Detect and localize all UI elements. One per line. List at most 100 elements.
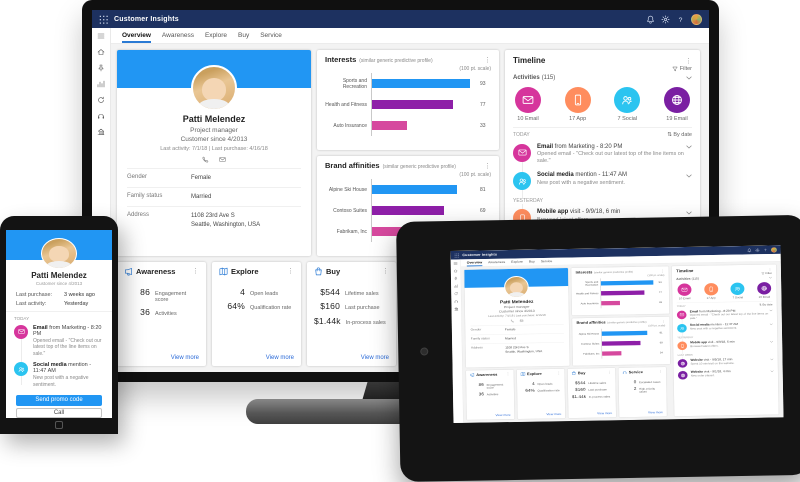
kebab-menu-icon[interactable]: ⋮	[192, 268, 199, 275]
call-button[interactable]: Call	[16, 407, 102, 418]
tab-overview[interactable]: Overview	[122, 28, 151, 43]
kebab-menu-icon[interactable]: ⋮	[658, 369, 663, 374]
chevron-down-icon[interactable]	[769, 277, 772, 279]
chevron-down-icon[interactable]	[770, 370, 774, 372]
filter-control[interactable]: Filter	[676, 272, 772, 277]
timeline-entry[interactable]: Email from Marketing - 8:20 PM Opened em…	[676, 307, 773, 322]
timeline-entry[interactable]: Email from Marketing - 8:20 PM Opened em…	[14, 322, 104, 360]
timeline-entry[interactable]: Email from Marketing - 8:20 PM Opened em…	[513, 140, 692, 169]
chevron-down-icon[interactable]	[686, 174, 692, 178]
tab-awareness[interactable]: Awareness	[488, 260, 506, 265]
chart-icon[interactable]	[97, 80, 105, 88]
bell-icon[interactable]	[747, 248, 752, 253]
waffle-icon[interactable]	[99, 15, 108, 24]
sort-by-date[interactable]: ⇅ By date	[759, 303, 773, 307]
user-avatar[interactable]	[691, 13, 702, 25]
filter-control[interactable]: Filter	[513, 66, 692, 72]
chart-icon[interactable]	[454, 284, 458, 288]
summary-social[interactable]: 7 Social	[730, 282, 745, 300]
metric-value: $1.44k	[571, 393, 587, 399]
tab-awareness[interactable]: Awareness	[161, 32, 194, 39]
timeline-entry[interactable]: LAST WEEK Website visit - 9/5/18, 17 min…	[677, 350, 774, 369]
summary-social[interactable]: 7 Social	[614, 87, 641, 122]
kebab-menu-icon[interactable]: ⋮	[660, 269, 665, 274]
megaphone-icon	[470, 373, 475, 377]
timeline-entry[interactable]: Website visit - 9/1/18, 4 min New order …	[677, 368, 774, 382]
brand-affinities-title: Brand affinities	[576, 320, 606, 325]
org-icon[interactable]	[454, 307, 459, 311]
kebab-menu-icon[interactable]: ⋮	[287, 268, 294, 275]
help-icon[interactable]: ?	[763, 248, 768, 252]
kebab-menu-icon[interactable]: ⋮	[382, 268, 389, 275]
email-icon[interactable]	[219, 156, 226, 163]
tab-explore[interactable]: Explore	[204, 32, 228, 39]
tab-buy[interactable]: Buy	[528, 260, 535, 264]
kebab-menu-icon[interactable]: ⋮	[607, 370, 612, 375]
view-more-link[interactable]: View more	[170, 355, 199, 361]
kebab-menu-icon[interactable]: ⋮	[685, 58, 692, 65]
org-icon[interactable]	[97, 128, 105, 136]
people-icon	[677, 324, 687, 333]
chevron-down-icon[interactable]	[770, 358, 774, 361]
timeline-entry[interactable]: YESTERDAY Mobile app visit - 9/9/18, 6 m…	[677, 333, 773, 352]
timeline-entry[interactable]: Social media mention - 11:47 AM New post…	[677, 321, 773, 335]
view-more-link[interactable]: View more	[546, 413, 562, 417]
chevron-down-icon[interactable]	[770, 341, 773, 343]
pin-icon[interactable]	[97, 64, 105, 72]
call-icon[interactable]	[510, 319, 515, 323]
view-more-link[interactable]: View more	[265, 355, 294, 361]
headset-icon[interactable]	[454, 299, 458, 303]
timeline-entry[interactable]: Social media mention - 11:47 AM New post…	[513, 169, 692, 194]
tab-explore[interactable]: Explore	[511, 260, 523, 264]
user-avatar[interactable]	[770, 247, 777, 253]
waffle-icon[interactable]	[454, 253, 460, 258]
chevron-down-icon[interactable]	[769, 309, 773, 312]
headset-icon[interactable]	[97, 112, 105, 120]
summary-app[interactable]: 17 App	[703, 282, 719, 300]
summary-web[interactable]: 19 Email	[757, 282, 772, 299]
kebab-menu-icon[interactable]: ⋮	[506, 372, 510, 376]
help-icon[interactable]: ?	[676, 15, 685, 24]
view-more-link[interactable]: View more	[360, 355, 389, 361]
summary-app[interactable]: 17 App	[564, 87, 591, 122]
view-more-link[interactable]: View more	[597, 412, 613, 416]
summary-label: 10 Email	[678, 297, 691, 301]
sort-label: By date	[673, 132, 692, 138]
chevron-down-icon[interactable]	[686, 145, 692, 149]
tab-service[interactable]: Service	[260, 32, 282, 39]
kebab-menu-icon[interactable]: ⋮	[556, 371, 561, 376]
gear-icon[interactable]	[755, 248, 760, 252]
tab-buy[interactable]: Buy	[238, 32, 250, 39]
home-icon[interactable]	[453, 269, 458, 273]
summary-web[interactable]: 19 Email	[663, 87, 690, 122]
chevron-down-icon[interactable]	[686, 211, 692, 215]
kebab-menu-icon[interactable]: ⋮	[484, 163, 491, 170]
email-icon[interactable]	[519, 319, 524, 322]
summary-email[interactable]: 10 Email	[677, 283, 692, 301]
send-promo-code-button[interactable]: Send promo code	[16, 394, 102, 406]
kebab-menu-icon[interactable]: ⋮	[484, 57, 491, 64]
sync-icon[interactable]	[454, 292, 458, 296]
menu-icon[interactable]	[97, 32, 105, 40]
bag-icon	[571, 371, 576, 375]
menu-icon[interactable]	[453, 261, 458, 265]
sort-by-date[interactable]: ⇅ By date	[667, 132, 692, 138]
chevron-down-icon[interactable]	[769, 323, 773, 325]
summary-email[interactable]: 10 Email	[515, 87, 541, 122]
metric-value: 36	[140, 307, 150, 317]
bell-icon[interactable]	[646, 15, 655, 24]
call-icon[interactable]	[202, 156, 209, 163]
chevron-down-icon[interactable]	[686, 76, 692, 80]
view-more-link[interactable]: View more	[495, 413, 511, 418]
sync-icon[interactable]	[97, 96, 105, 104]
view-more-link[interactable]: View more	[647, 411, 664, 415]
phone-home-button[interactable]	[55, 421, 63, 429]
pin-icon[interactable]	[454, 276, 458, 281]
timeline-entry[interactable]: Social media mention - 11:47 AM New post…	[14, 360, 104, 391]
metric-value: 64%	[525, 387, 535, 393]
gear-icon[interactable]	[661, 15, 670, 24]
home-icon[interactable]	[97, 48, 105, 56]
kebab-menu-icon[interactable]: ⋮	[661, 319, 666, 324]
tab-service[interactable]: Service	[540, 259, 553, 264]
tab-overview[interactable]: Overview	[466, 260, 483, 265]
